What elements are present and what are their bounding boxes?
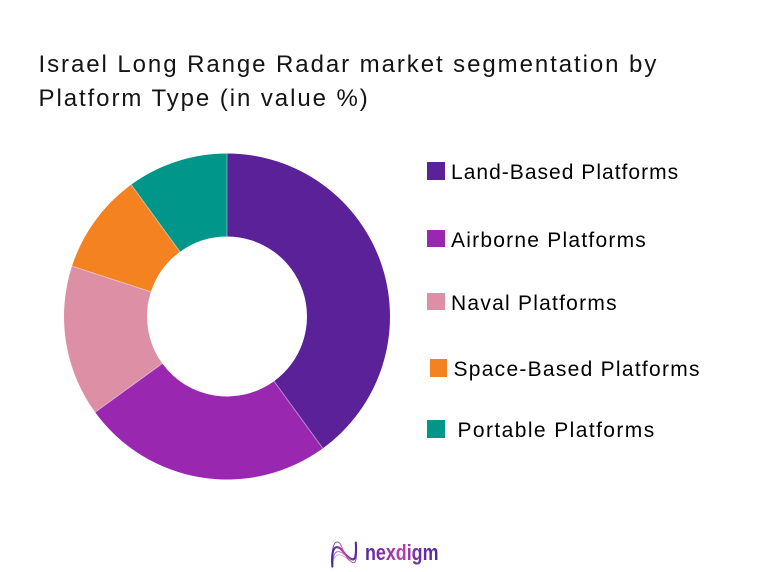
svg-text:nexdigm: nexdigm [365,540,439,565]
